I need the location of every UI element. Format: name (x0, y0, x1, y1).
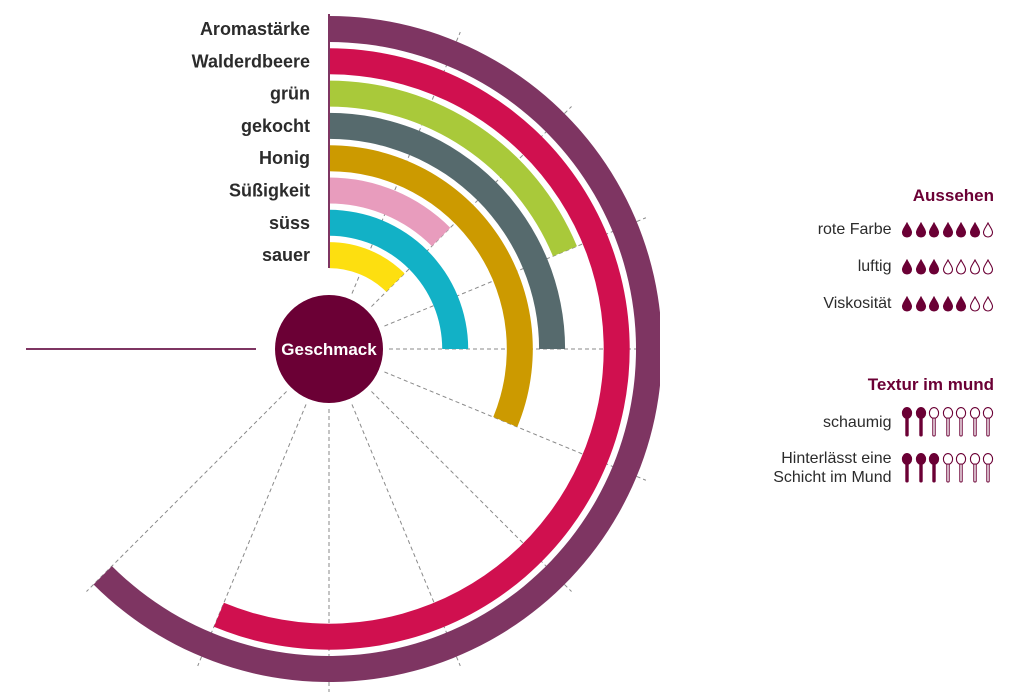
spoon-icon (915, 407, 926, 437)
ring-sussigkeit (329, 177, 451, 247)
drop-icon (928, 295, 940, 312)
row-viskositat: Viskosität (818, 294, 994, 313)
spoon-icon (982, 407, 994, 437)
rating-icons (900, 295, 995, 312)
label-honig: Honig (259, 148, 310, 168)
label-grun: grün (270, 84, 310, 104)
drop-icon (955, 295, 967, 312)
spoon-icon (901, 453, 913, 483)
guide-line (86, 391, 287, 592)
radial-bar-chart: Aromastärke Walderdbeere grün gekocht Honig S… (26, 14, 660, 692)
drop-icon (942, 295, 953, 312)
guide-line (351, 404, 461, 667)
row-label: rote Farbe (817, 221, 892, 238)
spoon-icon (955, 453, 967, 483)
drop-icon (915, 221, 926, 238)
drop-icon (942, 258, 953, 275)
drop-icon (915, 258, 926, 275)
drop-icon (969, 295, 980, 312)
drop-icon (982, 221, 994, 238)
ring-aromastarke (93, 16, 660, 682)
label-walderdbeere: Walderdbeere (192, 51, 310, 71)
row-label: Viskosität (823, 295, 892, 312)
appearance-rows: rote Farbe luftig Viskosität (818, 220, 994, 313)
spoon-icon (969, 407, 980, 437)
ring-sauer (329, 242, 405, 292)
texture-panel: Textur im mund schaumig Hinterlässt eine S… (773, 375, 994, 487)
appearance-panel: Aussehen rote Farbe luftig Viskosität (818, 186, 994, 313)
spoon-icon (915, 453, 926, 483)
row-hinterlasst-eine-schicht-im-mund: Hinterlässt eine Schicht im Mund (773, 449, 994, 487)
drop-icon (969, 221, 980, 238)
rating-icons (900, 258, 995, 275)
appearance-title: Aussehen (912, 186, 994, 205)
drop-icon (915, 295, 926, 312)
rating-icons (900, 407, 995, 437)
row-label: Hinterlässt eine Schicht im Mund (773, 450, 892, 486)
drop-icon (982, 258, 994, 275)
texture-title: Textur im mund (867, 375, 994, 394)
ring-grun (329, 80, 577, 257)
drop-icon (901, 295, 913, 312)
drop-icon (928, 221, 940, 238)
spoon-icon (901, 407, 913, 437)
label-aromastarke: Aromastärke (200, 19, 310, 39)
ring-honig (329, 145, 533, 427)
spoon-icon (928, 407, 940, 437)
row-rote-farbe: rote Farbe (818, 220, 994, 239)
center-label: Geschmack (281, 340, 377, 359)
row-label: schaumig (823, 413, 892, 431)
label-suss: süss (269, 213, 310, 233)
row-schaumig: schaumig (773, 407, 994, 437)
drop-icon (942, 221, 953, 238)
texture-rows: schaumig Hinterlässt eine Schicht im Mund (773, 407, 994, 487)
label-sussigkeit: Süßigkeit (229, 181, 310, 201)
spoon-icon (969, 453, 980, 483)
center-circle (275, 295, 383, 403)
series-labels: Aromastärke Walderdbeere grün gekocht Honig S… (192, 19, 310, 265)
guide-line (197, 404, 307, 667)
ring-gekocht (329, 112, 566, 350)
label-gekocht: gekocht (241, 116, 310, 136)
label-sauer: sauer (262, 245, 310, 265)
drop-icon (901, 258, 913, 275)
rating-icons (900, 453, 995, 483)
chart-rings (93, 16, 660, 682)
row-label: luftig (857, 258, 892, 275)
spoon-icon (928, 453, 940, 483)
drop-icon (969, 258, 980, 275)
drop-icon (955, 221, 967, 238)
spoon-icon (955, 407, 967, 437)
rating-icons (900, 221, 995, 238)
spoon-icon (982, 453, 994, 483)
drop-icon (901, 221, 913, 238)
guide-line (371, 391, 572, 592)
drop-icon (928, 258, 940, 275)
spoon-icon (942, 453, 953, 483)
ring-suss (329, 209, 469, 349)
drop-icon (982, 295, 994, 312)
row-luftig: luftig (818, 257, 994, 276)
spoon-icon (942, 407, 953, 437)
drop-icon (955, 258, 967, 275)
